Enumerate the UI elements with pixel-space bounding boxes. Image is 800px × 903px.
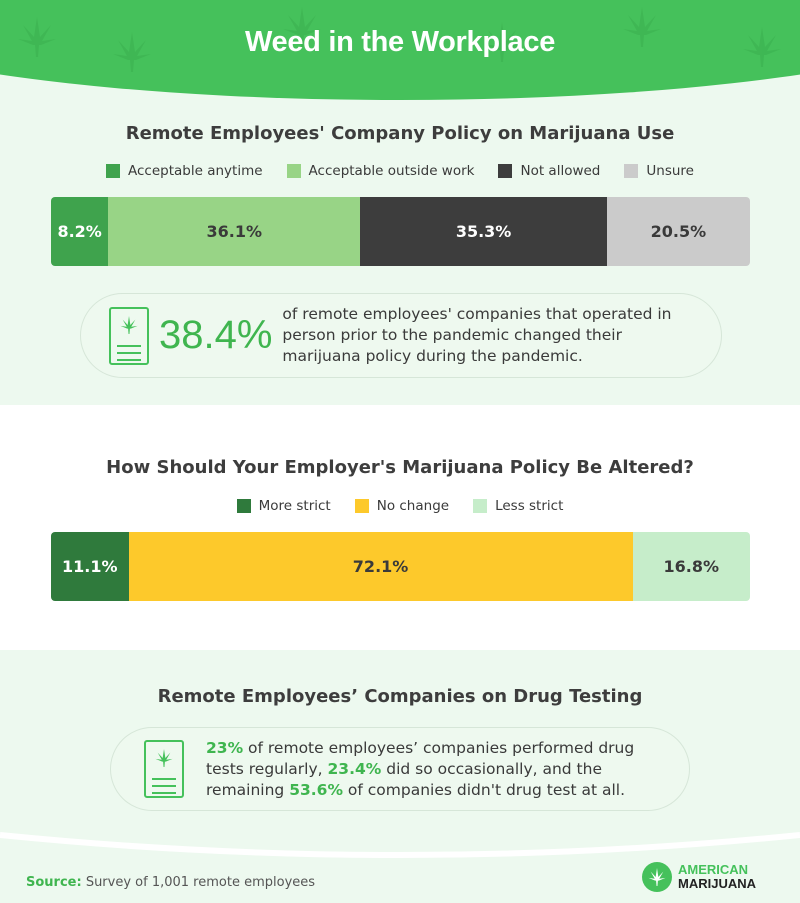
- section-divider: [0, 405, 800, 650]
- legend-item: More strict: [236, 498, 331, 514]
- legend-swatch: [624, 164, 639, 178]
- chart2-title: How Should Your Employer's Marijuana Pol…: [106, 457, 694, 478]
- legend-item: Less strict: [473, 498, 563, 514]
- legend-item: Not allowed: [498, 163, 600, 179]
- bar-segment: 36.1%: [108, 197, 361, 266]
- legend-label: Unsure: [646, 163, 694, 179]
- legend-label: Acceptable anytime: [128, 163, 263, 179]
- legend-swatch: [498, 164, 513, 178]
- brand-logo: AMERICAN MARIJUANA: [642, 862, 756, 892]
- legend-label: More strict: [258, 498, 331, 514]
- chart2-legend: More strict No change Less strict: [0, 498, 800, 514]
- legend-label: Not allowed: [520, 163, 601, 179]
- chart1-legend: Acceptable anytime Acceptable outside wor…: [0, 163, 800, 179]
- bar-segment: 35.3%: [360, 197, 607, 266]
- bar-segment: 8.2%: [51, 197, 109, 266]
- source-note: Source: Survey of 1,001 remote employees: [26, 875, 316, 890]
- document-leaf-icon: [109, 306, 149, 365]
- footer-curve: [0, 832, 800, 858]
- callout-percent: 38.4%: [159, 313, 273, 357]
- legend-swatch: [106, 164, 121, 178]
- legend-swatch: [236, 499, 251, 513]
- chart1-bar: 8.2% 36.1% 35.3% 20.5%: [51, 197, 750, 266]
- legend-label: Acceptable outside work: [308, 163, 475, 179]
- legend-label: Less strict: [495, 498, 564, 514]
- bar-segment: 11.1%: [51, 532, 129, 601]
- bar-segment: 20.5%: [606, 197, 750, 266]
- document-leaf-icon: [144, 740, 184, 798]
- bar-segment: 16.8%: [632, 532, 750, 601]
- legend-swatch: [473, 499, 488, 513]
- page-title: Weed in the Workplace: [244, 26, 556, 58]
- chart2-bar: 11.1% 72.1% 16.8%: [51, 532, 750, 601]
- leaf-logo-icon: [642, 862, 672, 892]
- legend-swatch: [354, 499, 369, 513]
- legend-item: Acceptable anytime: [106, 163, 263, 179]
- header-banner: Weed in the Workplace: [0, 0, 800, 100]
- legend-swatch: [286, 164, 301, 178]
- legend-item: No change: [354, 498, 450, 514]
- callout-drug-testing: 23% of remote employees’ companies perfo…: [110, 727, 690, 811]
- section3-title: Remote Employees’ Companies on Drug Test…: [157, 686, 643, 707]
- drug-testing-text: 23% of remote employees’ companies perfo…: [206, 738, 635, 799]
- legend-label: No change: [376, 498, 450, 514]
- bar-segment: 72.1%: [128, 532, 633, 601]
- callout-stat: 38.4% of remote employees' companies tha…: [80, 293, 722, 378]
- legend-item: Unsure: [624, 163, 694, 179]
- callout-text: of remote employees' companies that oper…: [282, 305, 672, 365]
- legend-item: Acceptable outside work: [286, 163, 475, 179]
- chart1-title: Remote Employees' Company Policy on Mari…: [125, 123, 675, 144]
